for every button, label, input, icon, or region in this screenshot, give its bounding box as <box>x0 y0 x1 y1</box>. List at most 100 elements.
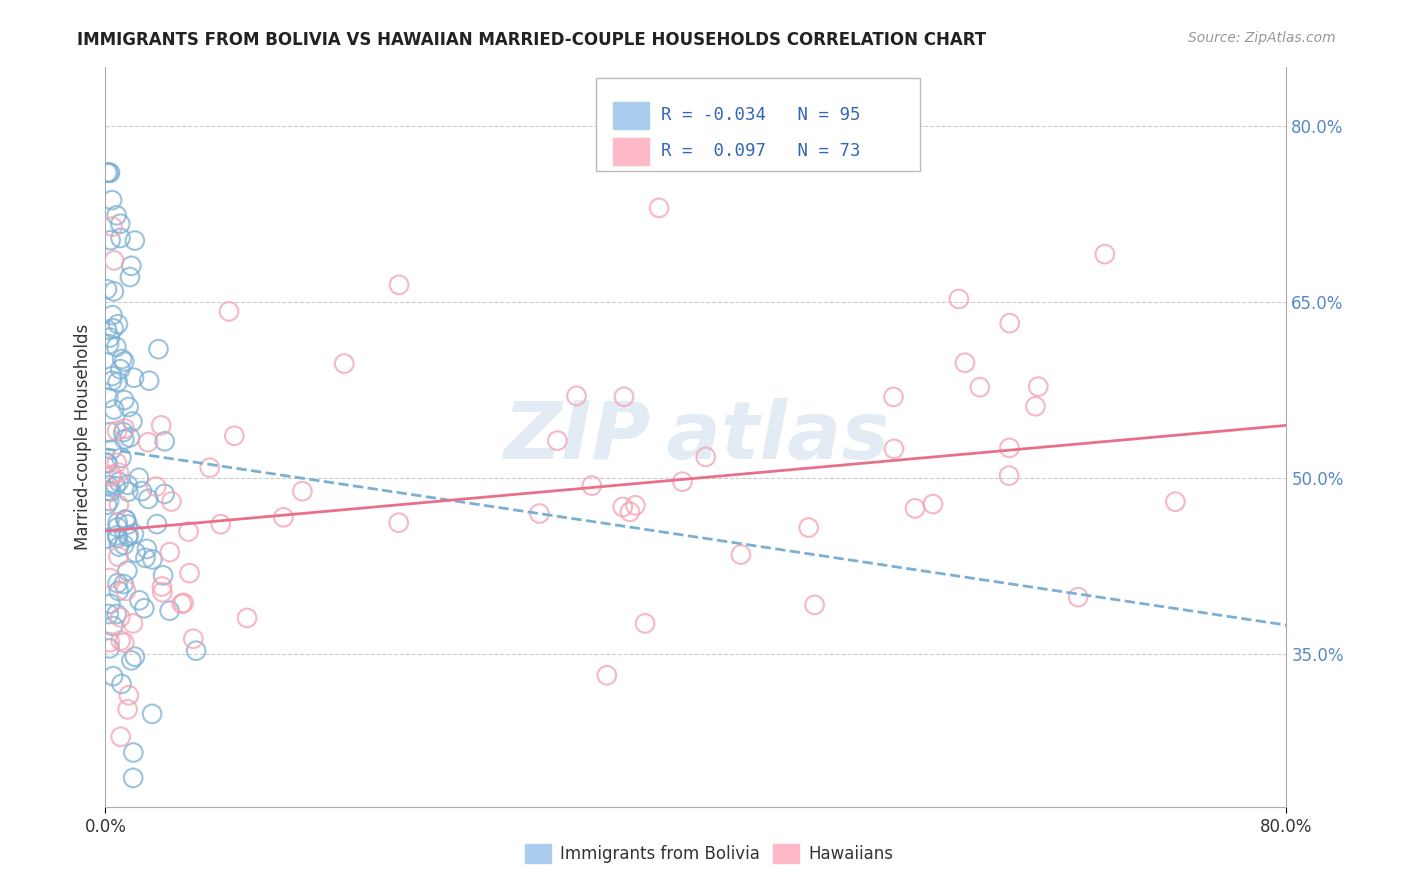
Point <box>160 494 183 508</box>
Point <box>97 391 120 405</box>
Point <box>108 540 131 554</box>
Point <box>98 494 121 508</box>
Point <box>118 430 141 444</box>
Point <box>596 668 619 682</box>
Point <box>152 568 174 582</box>
Point <box>100 469 122 483</box>
Point <box>141 552 163 566</box>
Point <box>112 636 135 650</box>
Point <box>98 635 121 649</box>
Point <box>101 669 124 683</box>
Point <box>117 484 139 499</box>
Point <box>1164 494 1187 508</box>
Point <box>107 583 129 598</box>
Point <box>107 375 129 389</box>
Point <box>730 548 752 562</box>
FancyBboxPatch shape <box>596 78 921 170</box>
Point <box>184 643 207 657</box>
Point <box>146 517 169 532</box>
Point <box>117 528 139 542</box>
Point <box>117 530 139 544</box>
Point <box>181 632 204 646</box>
Point <box>110 362 132 376</box>
Point <box>112 538 135 552</box>
Point <box>145 479 167 493</box>
Point <box>107 520 129 534</box>
Point <box>159 604 181 618</box>
Point <box>112 393 135 408</box>
Point <box>565 389 588 403</box>
Point <box>136 491 159 506</box>
Point <box>103 253 125 268</box>
Point <box>110 231 132 245</box>
Point <box>671 475 693 489</box>
Point <box>998 441 1021 455</box>
Point <box>170 597 193 611</box>
Point <box>1024 399 1046 413</box>
Point <box>110 730 132 744</box>
Point <box>112 354 135 368</box>
Point <box>111 352 134 367</box>
Point <box>105 528 128 542</box>
Point <box>797 520 820 534</box>
Point <box>177 524 200 539</box>
Point <box>96 282 118 296</box>
Point <box>619 505 641 519</box>
Point <box>103 321 125 335</box>
Point <box>108 498 131 512</box>
Point <box>904 501 927 516</box>
Point <box>291 484 314 499</box>
Text: ZIP atlas: ZIP atlas <box>503 398 889 476</box>
Point <box>96 532 118 546</box>
Point <box>107 317 129 331</box>
Point <box>105 208 128 222</box>
Point <box>624 498 647 512</box>
Point <box>122 526 145 541</box>
Point <box>1067 590 1090 604</box>
Point <box>131 484 153 499</box>
Point <box>100 597 122 611</box>
Point <box>105 607 128 621</box>
Point <box>117 564 139 578</box>
Point <box>1026 379 1049 393</box>
Text: IMMIGRANTS FROM BOLIVIA VS HAWAIIAN MARRIED-COUPLE HOUSEHOLDS CORRELATION CHART: IMMIGRANTS FROM BOLIVIA VS HAWAIIAN MARR… <box>77 31 987 49</box>
Point <box>112 425 135 439</box>
Point <box>101 369 124 384</box>
Point <box>209 517 232 532</box>
Point <box>96 457 118 471</box>
Point <box>117 477 139 491</box>
Point <box>134 550 156 565</box>
Point <box>969 380 991 394</box>
Point <box>998 316 1021 330</box>
Point <box>107 516 129 530</box>
Point <box>97 478 120 492</box>
Point <box>224 428 246 442</box>
Point <box>136 435 159 450</box>
Point <box>121 415 143 429</box>
Point <box>118 688 141 702</box>
Point <box>97 483 120 498</box>
Point <box>98 571 121 585</box>
Point <box>695 450 717 464</box>
Point <box>117 702 139 716</box>
Point <box>953 356 976 370</box>
Point <box>115 513 138 527</box>
Point <box>101 193 124 207</box>
Point <box>108 466 131 480</box>
Point <box>97 607 120 621</box>
Point <box>108 475 131 489</box>
FancyBboxPatch shape <box>773 844 799 863</box>
Point <box>236 611 259 625</box>
Point <box>124 546 146 560</box>
Point <box>150 418 173 433</box>
Point <box>107 576 129 591</box>
Point <box>120 259 142 273</box>
Point <box>118 270 141 285</box>
Point <box>96 456 118 470</box>
Point <box>112 577 135 591</box>
Point <box>159 545 181 559</box>
FancyBboxPatch shape <box>613 103 648 129</box>
Point <box>546 434 568 448</box>
Point <box>107 531 129 545</box>
Point <box>948 292 970 306</box>
